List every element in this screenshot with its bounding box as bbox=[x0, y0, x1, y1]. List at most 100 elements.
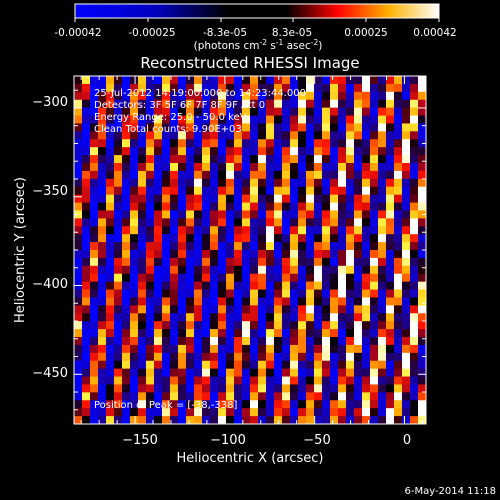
heatmap-cell bbox=[154, 297, 163, 306]
x-tick-label: −50 bbox=[303, 433, 330, 448]
heatmap-cell bbox=[186, 360, 195, 370]
heatmap-cell bbox=[162, 83, 171, 93]
heatmap-cell bbox=[130, 257, 139, 267]
heatmap-cell bbox=[378, 210, 387, 219]
heatmap-cell bbox=[178, 226, 187, 235]
heatmap-cell bbox=[154, 99, 163, 109]
heatmap-cell bbox=[298, 305, 307, 314]
heatmap-cell bbox=[218, 170, 227, 180]
heatmap-cell bbox=[290, 352, 299, 362]
heatmap-cell bbox=[378, 313, 387, 322]
y-tick-labels: −300 −350 −400 −450 bbox=[32, 95, 68, 381]
heatmap-cell bbox=[146, 210, 155, 219]
heatmap-cell bbox=[394, 234, 403, 243]
heatmap-cell bbox=[218, 234, 227, 243]
heatmap-cell bbox=[338, 234, 347, 243]
heatmap-cell bbox=[322, 99, 331, 109]
heatmap-cell bbox=[394, 376, 403, 386]
heatmap-cell bbox=[194, 170, 203, 180]
heatmap-cell bbox=[410, 416, 419, 424]
heatmap-cell bbox=[290, 186, 299, 196]
heatmap-cell bbox=[130, 107, 139, 117]
heatmap-cell bbox=[74, 392, 83, 401]
heatmap-cell bbox=[402, 368, 411, 378]
heatmap-cell bbox=[194, 99, 203, 109]
heatmap-cell bbox=[154, 147, 163, 156]
heatmap-cell bbox=[90, 337, 99, 346]
heatmap-cell bbox=[266, 250, 275, 259]
heatmap-cell bbox=[410, 337, 419, 346]
heatmap-cell bbox=[82, 91, 91, 101]
heatmap-cell bbox=[370, 155, 379, 164]
heatmap-cell bbox=[322, 273, 331, 283]
heatmap-cell bbox=[234, 384, 243, 393]
heatmap-cell bbox=[370, 384, 379, 393]
heatmap-cell bbox=[146, 163, 155, 172]
heatmap-cell bbox=[170, 139, 179, 148]
heatmap-cell bbox=[354, 337, 363, 346]
heatmap-cell bbox=[146, 91, 155, 101]
heatmap-cell bbox=[370, 376, 379, 386]
heatmap-cell bbox=[362, 321, 371, 330]
heatmap-cell bbox=[90, 344, 99, 354]
heatmap-cell bbox=[242, 115, 251, 125]
heatmap-cell bbox=[178, 99, 187, 109]
x-axis-label: Heliocentric X (arcsec) bbox=[177, 451, 324, 466]
heatmap-cell bbox=[386, 147, 395, 156]
heatmap-cell bbox=[210, 321, 219, 330]
heatmap-cell bbox=[258, 155, 267, 164]
heatmap-cell bbox=[354, 234, 363, 243]
heatmap-cell bbox=[130, 337, 139, 346]
heatmap-cell bbox=[186, 257, 195, 267]
heatmap-cell bbox=[130, 297, 139, 306]
heatmap-cell bbox=[386, 368, 395, 378]
heatmap-cell bbox=[306, 155, 315, 164]
heatmap-cell bbox=[146, 155, 155, 164]
heatmap-cell bbox=[282, 186, 291, 196]
heatmap-cell bbox=[194, 210, 203, 219]
heatmap-cell bbox=[202, 107, 211, 117]
heatmap-cell bbox=[298, 376, 307, 386]
heatmap-cell bbox=[346, 131, 355, 140]
heatmap-cell bbox=[362, 281, 371, 291]
heatmap-cell bbox=[266, 194, 275, 204]
heatmap-cell bbox=[82, 83, 91, 93]
heatmap-cell bbox=[186, 384, 195, 393]
heatmap-cell bbox=[178, 91, 187, 101]
heatmap-cell bbox=[314, 218, 323, 227]
heatmap-cell bbox=[418, 218, 426, 227]
heatmap-cell bbox=[194, 337, 203, 346]
heatmap-cell bbox=[290, 107, 299, 117]
heatmap-cell bbox=[186, 170, 195, 180]
heatmap-cell bbox=[250, 384, 259, 393]
heatmap-cell bbox=[370, 257, 379, 267]
heatmap-cell bbox=[410, 139, 419, 148]
heatmap-cell bbox=[138, 170, 147, 180]
heatmap-cell bbox=[82, 368, 91, 378]
heatmap-cell bbox=[154, 416, 163, 424]
heatmap-cell bbox=[338, 297, 347, 306]
heatmap-cell bbox=[106, 186, 115, 196]
heatmap-cell bbox=[170, 178, 179, 188]
heatmap-cell bbox=[298, 344, 307, 354]
heatmap-cell bbox=[138, 226, 147, 235]
heatmap-cell bbox=[162, 408, 171, 417]
heatmap-cell bbox=[362, 170, 371, 180]
heatmap-cell bbox=[82, 265, 91, 275]
heatmap-cell bbox=[250, 368, 259, 378]
heatmap-cell bbox=[226, 202, 235, 212]
heatmap-cell bbox=[146, 139, 155, 148]
heatmap-cell bbox=[386, 91, 395, 101]
heatmap-cell bbox=[194, 186, 203, 196]
heatmap-cell bbox=[218, 297, 227, 306]
heatmap-cell bbox=[138, 107, 147, 117]
heatmap-cell bbox=[130, 368, 139, 378]
heatmap-cell bbox=[386, 123, 395, 132]
heatmap-cell bbox=[258, 83, 267, 93]
heatmap-cell bbox=[146, 115, 155, 125]
heatmap-cell bbox=[90, 194, 99, 204]
heatmap-cell bbox=[122, 234, 131, 243]
heatmap-cell bbox=[418, 76, 426, 85]
heatmap-cell bbox=[130, 186, 139, 196]
heatmap-cell bbox=[274, 218, 283, 227]
